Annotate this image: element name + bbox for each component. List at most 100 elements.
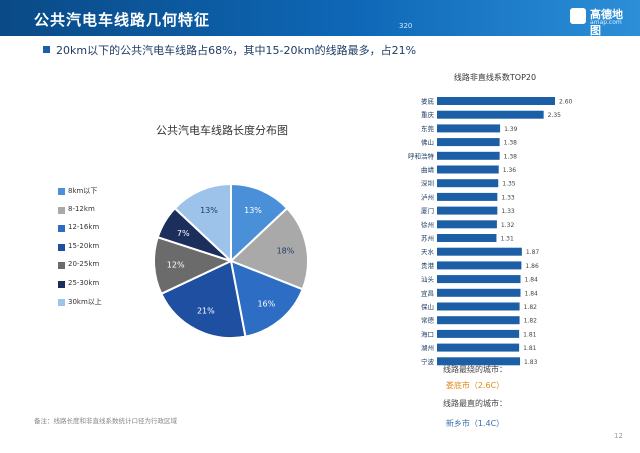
bar-category-label: 深圳 — [421, 179, 434, 188]
bar-value-label: 1.33 — [501, 208, 515, 215]
pie-slice-label: 16% — [257, 300, 275, 309]
legend-swatch — [58, 225, 65, 232]
legend-label: 8km以下 — [68, 187, 98, 195]
subtitle: 20km以下的公共汽电车线路占68%，其中15-20km的线路最多，占21% — [56, 44, 417, 57]
bar-category-label: 贵港 — [421, 261, 435, 270]
pie-slice-label: 7% — [177, 229, 190, 238]
legend-label: 25-30km — [68, 278, 100, 287]
pie-chart-title: 公共汽电车线路长度分布图 — [156, 124, 288, 137]
legend-swatch — [58, 243, 65, 251]
logo-text: 高德地图 — [590, 8, 623, 37]
pie-slice — [173, 182, 232, 264]
bar-category-label: 重庆 — [421, 110, 435, 119]
bar — [437, 316, 520, 325]
bar-value-label: 1.87 — [526, 249, 540, 256]
bar — [437, 234, 497, 242]
amap-logo: 高德地图 amap.com — [570, 6, 632, 37]
bar — [437, 151, 500, 160]
bar-value-label: 1.86 — [525, 263, 539, 270]
bar-category-label: 常德 — [421, 316, 435, 325]
bar-value-label: 1.82 — [524, 304, 538, 311]
bar — [437, 206, 498, 215]
pie-slice-label: 12% — [167, 260, 185, 269]
legend-swatch — [58, 280, 65, 288]
header-bar: 公共汽电车线路几何特征 320 高德地图 amap.com — [0, 0, 640, 37]
bar-value-label: 1.84 — [525, 277, 539, 284]
bar — [437, 138, 500, 147]
bar — [437, 247, 522, 256]
legend-label: 15-20km — [68, 241, 100, 250]
pie-slice-label: 21% — [197, 306, 215, 315]
pie-slice-label: 13% — [200, 206, 218, 215]
bar-value-label: 1.39 — [504, 126, 518, 133]
bar-value-label: 1.33 — [501, 194, 515, 201]
bar-category-label: 泸州 — [421, 192, 434, 201]
bar-category-label: 宁波 — [421, 357, 435, 366]
bar-category-label: 呼和浩特 — [408, 151, 435, 160]
page-title: 公共汽电车线路几何特征 — [34, 11, 211, 29]
pie-slice — [229, 206, 309, 291]
bar — [437, 343, 520, 352]
bar-value-label: 1.84 — [525, 290, 539, 297]
bar-value-label: 1.38 — [504, 140, 518, 147]
most-straight-label: 线路最直的城市： — [443, 399, 507, 408]
bar-category-label: 曲靖 — [421, 165, 435, 174]
legend-swatch — [58, 262, 65, 269]
bar-category-label: 厦门 — [421, 206, 434, 215]
pie-slice-label: 13% — [244, 206, 262, 215]
bar-value-label: 1.35 — [502, 181, 516, 188]
bar-category-label: 徐州 — [421, 220, 434, 229]
page-number: 12 — [614, 432, 623, 440]
bar — [437, 124, 501, 133]
bar-value-label: 1.81 — [523, 345, 537, 352]
bar — [437, 97, 555, 105]
bar-value-label: 1.83 — [524, 359, 538, 366]
bar — [437, 302, 520, 311]
bar-value-label: 1.31 — [500, 236, 514, 243]
bar — [437, 192, 498, 201]
pie-slice — [159, 259, 247, 339]
pie-slice — [229, 259, 304, 338]
bar-category-label: 海口 — [421, 329, 434, 338]
legend-label: 20-25km — [68, 260, 100, 268]
logo-subtext: amap.com — [590, 19, 622, 26]
bar-value-label: 2.60 — [559, 99, 573, 106]
pie-slice-label: 18% — [277, 247, 295, 256]
bar-value-label: 1.82 — [524, 318, 538, 325]
bar — [437, 329, 520, 338]
bar — [437, 275, 521, 284]
bar-value-label: 2.35 — [548, 112, 562, 119]
logo-icon — [570, 8, 586, 24]
legend-swatch — [58, 188, 65, 195]
bullet-square-icon — [43, 46, 50, 53]
legend-label: 30km以上 — [68, 298, 102, 306]
most-curved-label: 线路最绕的城市： — [443, 365, 507, 374]
bar-value-label: 1.38 — [504, 153, 518, 160]
legend-swatch — [58, 206, 65, 214]
bar-category-label: 汕头 — [421, 275, 435, 284]
legend-swatch — [58, 299, 65, 306]
most-straight-value: 新乡市（1.4C） — [445, 419, 505, 428]
bar — [437, 261, 522, 270]
bar-category-label: 苏州 — [421, 234, 434, 243]
bar-category-label: 宜昌 — [421, 288, 434, 297]
legend-label: 12-16km — [68, 223, 100, 231]
bar — [437, 110, 544, 119]
bar — [437, 288, 521, 297]
bar-category-label: 天水 — [421, 247, 435, 256]
bar-category-label: 保山 — [421, 302, 434, 311]
bar-category-label: 佛山 — [421, 138, 434, 147]
footnote: 备注：线路长度和非直线系数统计口径为行政区域 — [34, 417, 177, 425]
bar-category-label: 娄底 — [421, 97, 435, 106]
legend-label: 8-12km — [68, 204, 95, 213]
bar-chart-title: 线路非直线系数TOP20 — [453, 73, 537, 82]
bar-value-label: 1.81 — [523, 331, 537, 338]
bar-category-label: 湖州 — [421, 343, 434, 352]
bar — [437, 220, 497, 229]
most-curved-value: 娄底市（2.6C） — [445, 381, 505, 390]
bar-value-label: 1.32 — [501, 222, 515, 229]
bar — [437, 357, 521, 366]
bar-value-label: 1.36 — [503, 167, 517, 174]
